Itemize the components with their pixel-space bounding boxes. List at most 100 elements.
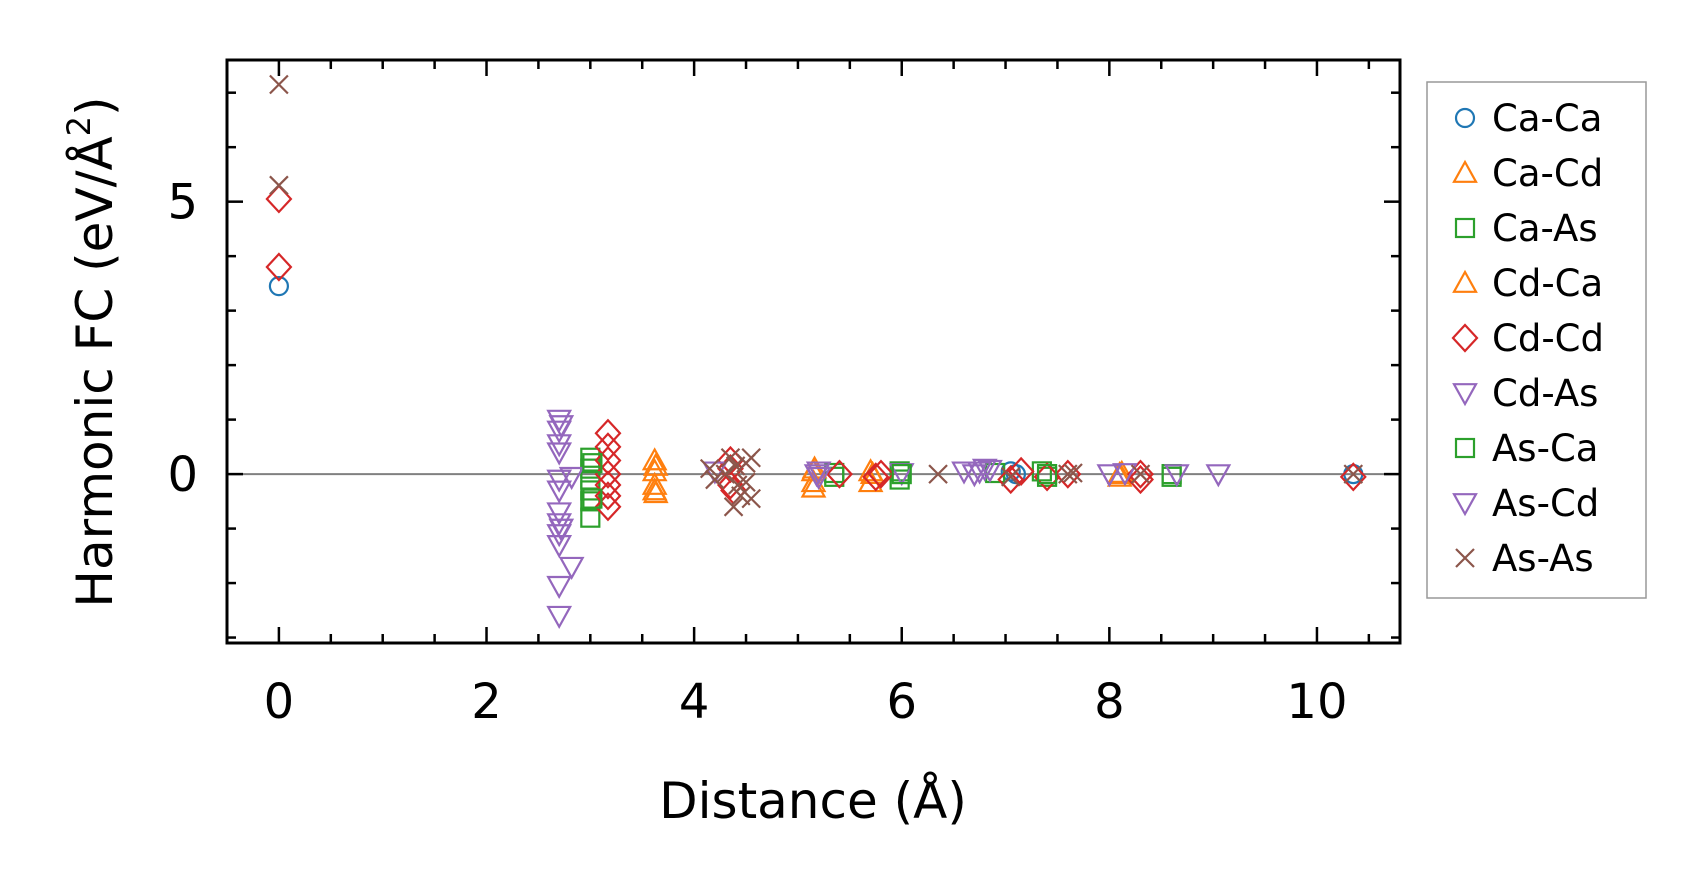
x-tick-label: 2: [471, 674, 502, 730]
data-point-cd-as: [805, 466, 832, 491]
data-point-as-as: [741, 488, 761, 509]
legend-marker-as-ca: [1454, 437, 1476, 459]
data-point-cd-cd: [594, 481, 622, 511]
data-point-cd-as: [1205, 464, 1232, 488]
data-point-cd-as: [546, 434, 573, 458]
data-point-ca-as: [580, 491, 601, 512]
data-point-as-ca: [891, 463, 912, 485]
data-point-as-as: [1063, 463, 1083, 483]
legend-marker-cd-cd: [1451, 323, 1479, 353]
data-point-cd-as: [558, 466, 585, 491]
data-point-as-as: [705, 469, 725, 490]
legend-label-as-cd: As-Cd: [1492, 482, 1599, 525]
data-point-ca-as: [889, 469, 910, 490]
data-point-as-as: [715, 464, 736, 484]
data-point-cd-as: [1096, 464, 1123, 488]
data-point-as-as: [928, 464, 948, 484]
axis-ticks: [225, 60, 1400, 643]
legend-marker-ca-ca: [1454, 107, 1476, 129]
y-axis-label-close: ): [66, 96, 124, 116]
x-tick-label: 6: [886, 674, 917, 730]
data-point-cd-cd: [594, 459, 622, 489]
legend-marker-ca-cd: [1452, 159, 1478, 183]
data-point-as-cd: [548, 415, 575, 439]
legend-item-ca-ca: Ca-Ca: [1454, 97, 1602, 140]
legend-label-ca-ca: Ca-Ca: [1492, 97, 1602, 140]
data-point-cd-cd: [265, 184, 293, 214]
legend-marker-cd-ca: [1452, 269, 1478, 293]
legend-marker-as-as: [1455, 548, 1475, 568]
data-point-as-as: [269, 74, 289, 95]
data-point-as-as: [741, 447, 761, 468]
legend-item-as-as: As-As: [1455, 537, 1594, 580]
y-axis-label-main: Harmonic FC (eV/Å: [66, 136, 124, 607]
legend-marker-ca-as: [1454, 217, 1476, 239]
series-as-cd: [548, 415, 1003, 542]
legend-label-as-as: As-As: [1492, 537, 1594, 580]
axis-tick-labels: 0 2 4 6 8 10 0 5: [167, 175, 1347, 730]
legend-label-cd-as: Cd-As: [1492, 372, 1598, 415]
series-as-as: [269, 74, 1364, 517]
x-tick-label: 8: [1094, 674, 1125, 730]
y-tick-label: 5: [167, 175, 198, 231]
data-point-as-as: [736, 472, 756, 493]
data-point-as-as: [269, 175, 289, 196]
data-point-cd-ca: [642, 479, 669, 504]
data-point-as-cd: [977, 459, 1003, 483]
data-point-cd-cd: [1126, 464, 1154, 495]
legend-label-ca-cd: Ca-Cd: [1492, 152, 1603, 195]
x-tick-label: 4: [679, 674, 710, 730]
legend-marker-as-cd: [1452, 493, 1478, 517]
data-point-as-ca: [582, 453, 603, 474]
data-point-cd-cd: [997, 464, 1025, 495]
series-cd-as: [546, 409, 1232, 630]
data-point-as-as: [723, 497, 744, 517]
data-point-cd-cd: [1007, 456, 1035, 486]
data-point-cd-cd: [825, 459, 853, 489]
data-point-cd-cd: [867, 459, 895, 489]
data-point-cd-as: [546, 575, 573, 600]
y-axis-label: Harmonic FC (eV/Å2): [60, 96, 124, 607]
legend-item-as-cd: As-Cd: [1452, 482, 1599, 525]
legend-item-cd-ca: Cd-Ca: [1452, 262, 1603, 305]
series-as-ca: [582, 453, 1058, 509]
y-axis-label-superscript: 2: [60, 116, 98, 136]
data-point-cd-as: [546, 480, 573, 504]
legend-item-ca-as: Ca-As: [1454, 207, 1598, 250]
legend: Ca-Ca Ca-Cd Ca-As Cd-Ca Cd-Cd Cd-As As-Ca As-Cd…: [1426, 81, 1647, 599]
data-point-as-cd: [805, 461, 832, 485]
data-point-cd-cd: [594, 470, 622, 500]
y-tick-label: 0: [167, 447, 198, 503]
data-point-as-as: [1058, 464, 1078, 484]
data-point-cd-cd: [265, 252, 293, 282]
legend-item-cd-cd: Cd-Cd: [1451, 317, 1604, 360]
data-point-cd-as: [1112, 463, 1138, 487]
plot-frame: [225, 58, 1402, 645]
data-point-cd-as: [558, 556, 585, 580]
data-point-cd-cd: [594, 492, 622, 522]
data-point-ca-cd: [641, 471, 668, 495]
data-point-cd-as: [1163, 464, 1190, 488]
legend-marker-cd-as: [1452, 383, 1478, 407]
data-point-cd-ca: [642, 452, 669, 476]
data-point-cd-cd: [862, 462, 890, 492]
data-point-as-cd: [961, 464, 988, 488]
data-point-as-ca: [1036, 463, 1058, 485]
x-axis-label: Distance (Å): [659, 772, 967, 830]
legend-item-as-ca: As-Ca: [1454, 427, 1598, 470]
legend-label-cd-ca: Cd-Ca: [1492, 262, 1603, 305]
data-point-ca-ca: [268, 276, 290, 297]
x-tick-label: 0: [264, 674, 295, 730]
series-cd-cd: [265, 184, 1367, 522]
data-point-cd-cd: [716, 470, 744, 500]
data-point-as-as: [699, 458, 720, 479]
data-point-ca-cd: [641, 447, 668, 471]
legend-label-as-ca: As-Ca: [1492, 427, 1598, 470]
data-point-cd-cd: [1339, 462, 1367, 492]
data-point-cd-as: [546, 442, 573, 466]
data-point-as-as: [1000, 467, 1021, 487]
data-points: [265, 74, 1367, 630]
data-point-cd-as: [546, 605, 573, 630]
data-point-cd-as: [951, 461, 977, 485]
legend-label-cd-cd: Cd-Cd: [1492, 317, 1604, 360]
